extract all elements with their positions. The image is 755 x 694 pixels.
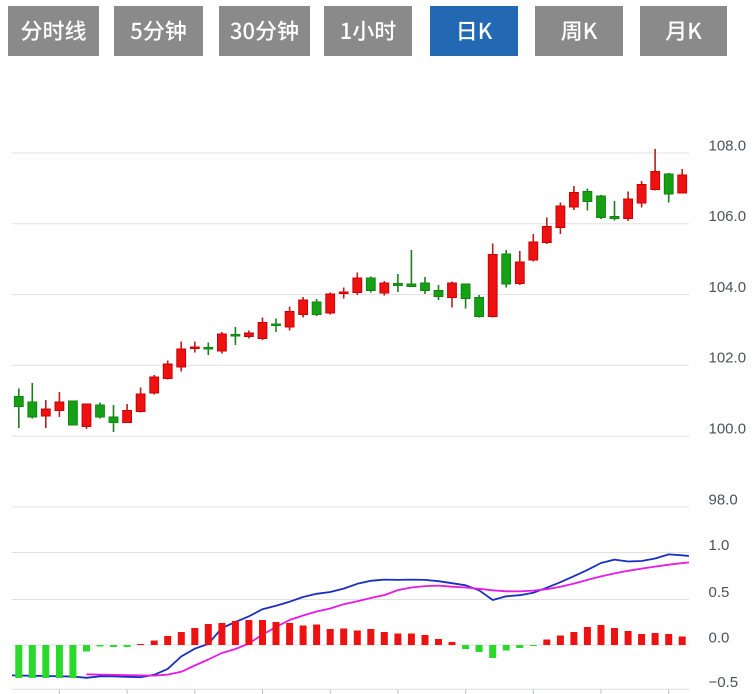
svg-text:0.0: 0.0 (709, 629, 730, 646)
svg-text:108.0: 108.0 (709, 137, 747, 154)
svg-text:−0.5: −0.5 (709, 674, 739, 691)
svg-text:1.0: 1.0 (709, 537, 730, 554)
svg-text:100.0: 100.0 (709, 421, 747, 438)
svg-text:102.0: 102.0 (709, 350, 747, 367)
svg-text:98.0: 98.0 (709, 491, 738, 508)
svg-text:0.5: 0.5 (709, 584, 730, 601)
svg-text:106.0: 106.0 (709, 208, 747, 225)
svg-text:104.0: 104.0 (709, 279, 747, 296)
